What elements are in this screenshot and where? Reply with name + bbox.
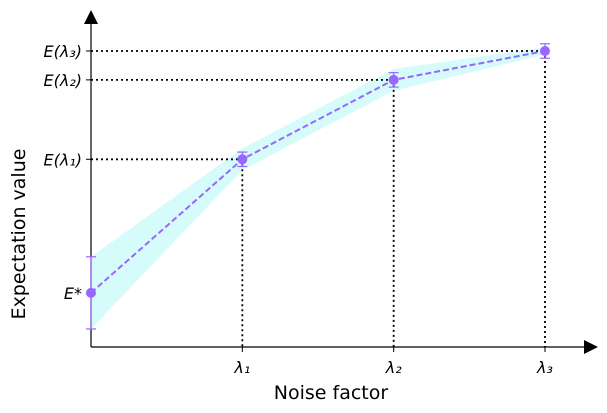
guide-lines-layer [91, 50, 546, 347]
y-tick-label: E(λ₃) [44, 42, 82, 61]
series-line [90, 50, 546, 294]
x-tick-label: λ₃ [536, 358, 553, 377]
x-tick-label: λ₂ [385, 358, 402, 377]
data-point [540, 46, 550, 56]
axes [84, 10, 598, 354]
confidence-band-layer [91, 47, 545, 329]
data-point [388, 74, 399, 85]
y-tick-label: E(λ₁) [44, 150, 82, 169]
y-axis-arrow-icon [84, 10, 98, 24]
data-point [86, 287, 96, 298]
tick-marks: λ₁ λ₂ λ₃ E(λ₃) E(λ₂) E(λ₁) E* [44, 42, 553, 377]
x-axis-title: Noise factor [274, 382, 389, 404]
y-axis-title: Expectation value [8, 149, 30, 320]
y-tick-label: E(λ₂) [44, 71, 82, 90]
data-point [237, 154, 248, 165]
x-tick-label: λ₁ [233, 358, 250, 377]
confidence-band [91, 47, 545, 329]
y-tick-label: E* [64, 284, 82, 303]
x-axis-arrow-icon [584, 340, 598, 354]
series-layer [86, 43, 550, 330]
